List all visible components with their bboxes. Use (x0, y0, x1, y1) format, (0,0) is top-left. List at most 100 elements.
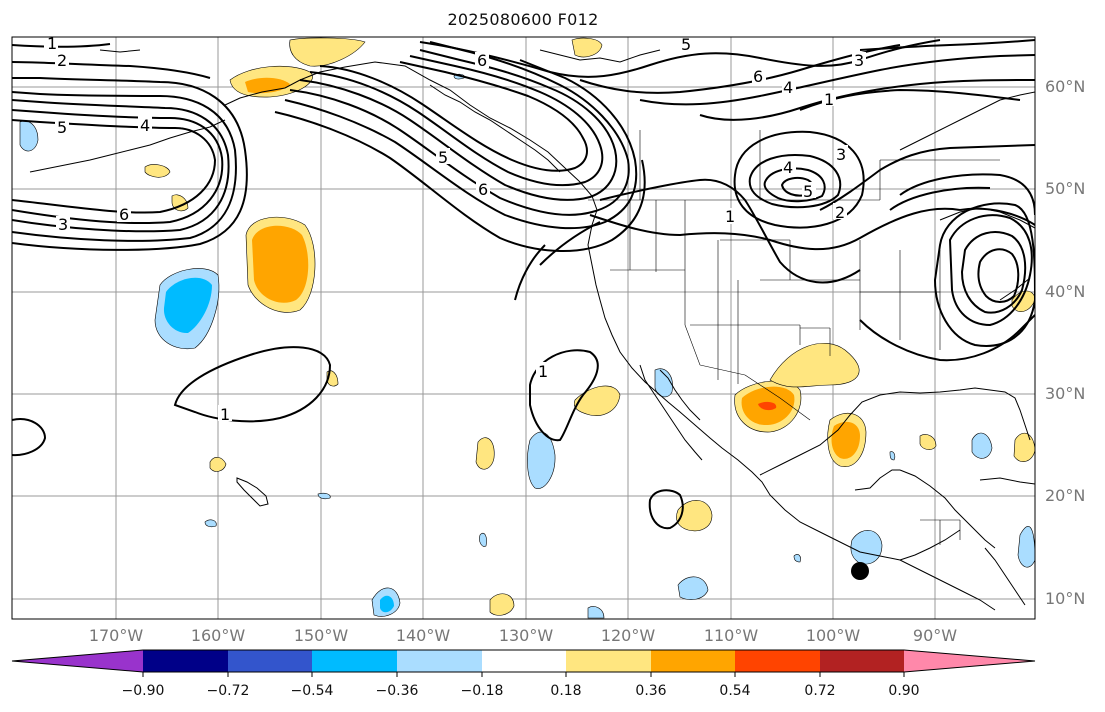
negative-blob-small10 (793, 554, 801, 563)
negative-blob-small5 (317, 492, 331, 500)
contour-gulf-ak-2 (299, 49, 618, 201)
contour-label: 4 (783, 78, 793, 97)
negative-blob-small8 (587, 606, 605, 619)
contour-label: 6 (119, 205, 129, 224)
contour-label: 3 (58, 215, 68, 234)
contour-pacific-low-5 (12, 77, 248, 251)
colorbar-segment (735, 650, 820, 672)
contour-ne-low-2 (948, 214, 1033, 327)
contour-gulf-ak-6 (274, 111, 646, 252)
contour-gulf-ak-3 (309, 55, 604, 187)
contour-low-canada (748, 154, 842, 209)
contour-label: 6 (477, 51, 487, 70)
contour-label: 1 (47, 34, 57, 53)
contour-gulf-ak-5 (284, 59, 638, 230)
contour-label: 5 (681, 35, 691, 54)
contour-west-1 (12, 418, 47, 457)
colorbar-tick-label: 0.36 (635, 683, 667, 699)
contour-label: 2 (835, 203, 845, 222)
contour-pacific-low-3 (12, 99, 230, 233)
colorbar-segment (312, 650, 397, 672)
positive-blob-small1 (144, 164, 171, 178)
contour-label: 2 (57, 51, 67, 70)
colorbar-segment (143, 650, 228, 672)
contour-label: 5 (57, 118, 67, 137)
positive-blob-baja (573, 385, 621, 416)
lon-label: 140°W (395, 626, 451, 645)
map-frame (11, 36, 1036, 620)
negative-blob-small6 (204, 519, 217, 528)
lat-label: 10°N (1045, 589, 1086, 608)
positive-blob-gulf-core (831, 421, 860, 459)
colorbar-tick-label: −0.18 (460, 683, 504, 699)
contour-label: 6 (753, 67, 763, 86)
contour-1-big (514, 244, 546, 301)
positive-blob-hawaii (209, 457, 227, 472)
contour-lines (12, 39, 1035, 530)
colorbar-segment (820, 650, 904, 672)
contour-ne-4 (699, 79, 1035, 121)
contour-label: 1 (220, 405, 230, 424)
lon-label: 110°W (703, 626, 759, 645)
positive-blob-sw-max (758, 401, 777, 411)
contour-ne-3 (639, 54, 1035, 106)
colorbar-segment (482, 650, 566, 672)
contour-pacific-1 (173, 346, 332, 423)
colorbar (11, 649, 1036, 677)
contour-label: 3 (854, 51, 864, 70)
contour-2-ne (819, 144, 1035, 211)
contour-ne-low-8 (859, 314, 1035, 362)
contour-label: 3 (836, 145, 846, 164)
negative-blob-gulf-east (971, 432, 993, 459)
positive-blob-core (252, 225, 309, 303)
lon-label: 150°W (293, 626, 349, 645)
contour-gulf-ak-4 (319, 61, 588, 172)
negative-blob-pacific1 (527, 431, 556, 489)
contour-2-topleft (12, 61, 211, 79)
negative-blob-caribbean (1017, 525, 1035, 568)
negative-blob-small7 (479, 532, 487, 547)
lat-label: 20°N (1045, 486, 1086, 505)
colorbar-tick-label: −0.54 (290, 683, 334, 699)
colorbar-tick-label: 0.54 (719, 683, 751, 699)
lon-label: 120°W (600, 626, 656, 645)
negative-blob-core (163, 277, 212, 334)
lon-label: 130°W (498, 626, 554, 645)
colorbar-tick-label: 0.90 (888, 683, 920, 699)
contour-ne-low-6 (899, 173, 1035, 216)
storm-marker (851, 562, 869, 580)
lat-label: 30°N (1045, 384, 1086, 403)
contour-ne-1-north (859, 39, 1035, 51)
positive-blob-north (289, 37, 366, 67)
contour-pacific-low-2 (12, 109, 224, 225)
contour-labels: 1 2 5 4 6 3 1 6 5 6 1 5 6 4 (44, 34, 866, 424)
colorbar-tick-label: 0.72 (804, 683, 836, 699)
contour-ne-low-7 (889, 186, 991, 211)
contour-ne-low-3 (960, 231, 1027, 314)
colorbar-extend-high (904, 650, 1035, 672)
negative-blob-south1-core (380, 595, 394, 613)
positive-blob-pacific1 (475, 437, 495, 470)
lon-label: 160°W (190, 626, 246, 645)
contour-label: 1 (725, 207, 735, 226)
colorbar-tick-label: 0.18 (550, 683, 582, 699)
colorbar-segment (397, 650, 482, 672)
positive-blob-south (489, 593, 515, 616)
contour-1-topleft (12, 43, 111, 48)
contour-pacific-low-4 (12, 91, 237, 242)
contour-label: 4 (140, 116, 150, 135)
lat-label: 60°N (1045, 77, 1086, 96)
positive-blob-north2 (571, 37, 603, 58)
positive-blob-small4 (919, 434, 937, 450)
coastlines (29, 49, 1035, 611)
contour-gulf-ak-1 (289, 41, 630, 216)
contour-ne-low-4 (977, 248, 1020, 303)
lat-label: 40°N (1045, 282, 1086, 301)
lon-label: 170°W (88, 626, 144, 645)
contour-label: 4 (783, 158, 793, 177)
colorbar-segment (566, 650, 651, 672)
colorbar-segment (651, 650, 735, 672)
contour-pacific-small (648, 489, 684, 530)
colorbar-tick-label: −0.90 (121, 683, 165, 699)
contour-pacific-low (12, 119, 217, 214)
